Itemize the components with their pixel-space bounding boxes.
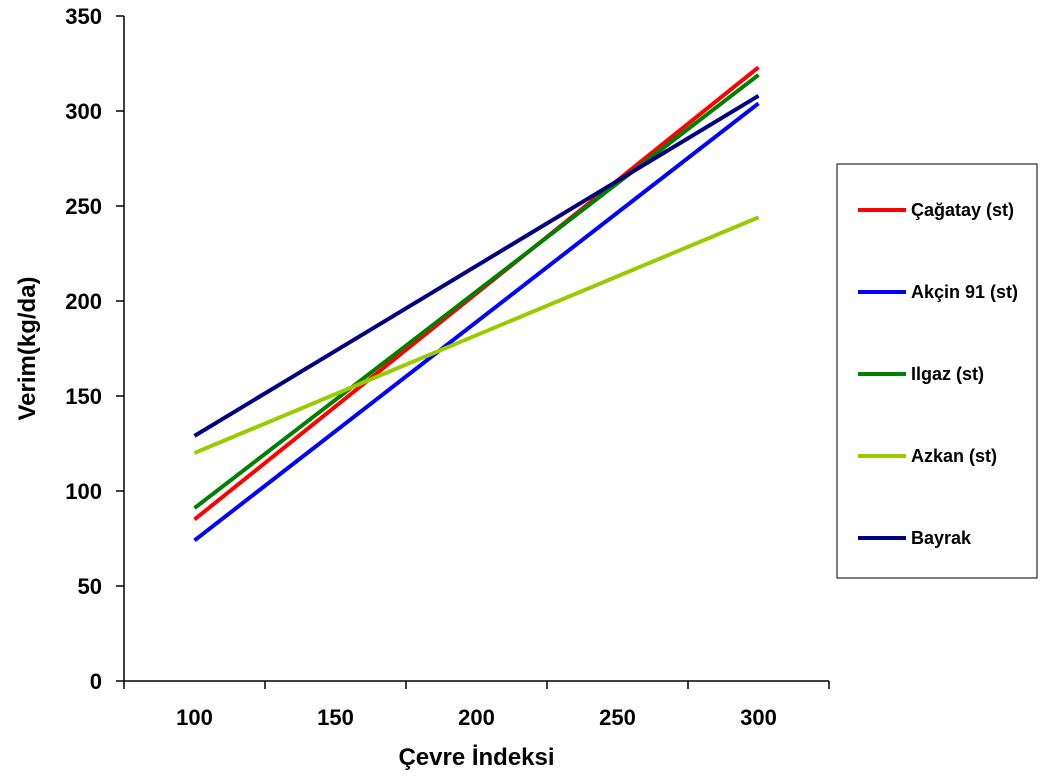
x-tick-label: 150 xyxy=(317,705,354,730)
legend-label-3: Ilgaz (st) xyxy=(911,364,984,384)
y-tick-label: 0 xyxy=(90,669,102,694)
x-axis-ticks: 100 150 200 250 300 xyxy=(123,681,830,730)
legend-label-1: Çağatay (st) xyxy=(911,200,1014,220)
legend-label-5: Bayrak xyxy=(911,528,972,548)
x-tick-label: 200 xyxy=(458,705,495,730)
series-line-2 xyxy=(193,101,760,542)
series-line-3 xyxy=(193,73,760,510)
y-tick-label: 350 xyxy=(65,4,102,29)
series-line-4 xyxy=(193,215,760,455)
y-tick-label: 300 xyxy=(65,99,102,124)
legend-label-2: Akçin 91 (st) xyxy=(911,282,1018,302)
y-tick-label: 100 xyxy=(65,479,102,504)
y-tick-label: 200 xyxy=(65,289,102,314)
x-tick-label: 250 xyxy=(599,705,636,730)
x-tick-label: 100 xyxy=(176,705,213,730)
series-line-5 xyxy=(193,94,760,438)
legend-label-4: Azkan (st) xyxy=(911,446,997,466)
y-axis-ticks: 0 50 100 150 200 250 300 350 xyxy=(65,4,124,694)
y-tick-label: 150 xyxy=(65,384,102,409)
y-tick-label: 250 xyxy=(65,194,102,219)
legend-box xyxy=(836,163,1038,579)
series-lines xyxy=(193,65,760,542)
x-tick-label: 300 xyxy=(740,705,777,730)
y-tick-label: 50 xyxy=(78,574,102,599)
axes xyxy=(123,16,829,682)
legend: Çağatay (st) Akçin 91 (st) Ilgaz (st) Azkan… xyxy=(836,163,1038,579)
x-axis-title: Çevre İndeksi xyxy=(398,744,554,771)
y-axis-title: Verim(kg/da) xyxy=(14,276,41,420)
